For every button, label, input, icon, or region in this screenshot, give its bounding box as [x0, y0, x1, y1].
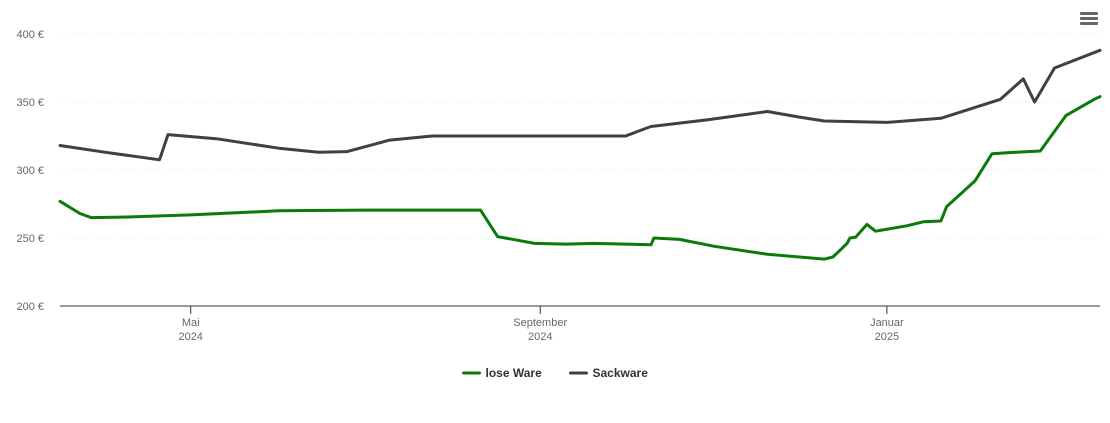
legend: lose Ware Sackware — [462, 366, 649, 380]
y-tick-label: 400 € — [16, 29, 44, 41]
grid-lines — [60, 33, 1100, 239]
x-tick-label-month: Mai — [182, 317, 200, 329]
chart-menu-icon[interactable] — [1080, 12, 1098, 28]
x-tick-label-year: 2024 — [528, 331, 552, 343]
series-lines — [58, 48, 1102, 261]
x-tick-label-month: September — [513, 317, 567, 329]
axes: 200 € 250 € 300 € 350 € 400 € Mai 2024 Septembe… — [16, 29, 1100, 343]
x-tick-label-month: Januar — [870, 317, 904, 329]
legend-label: lose Ware — [486, 366, 543, 380]
legend-label: Sackware — [593, 366, 649, 380]
series-line-1 — [58, 48, 1102, 162]
x-tick-label-year: 2025 — [875, 331, 899, 343]
legend-item-0[interactable]: lose Ware — [462, 366, 543, 380]
legend-item-1[interactable]: Sackware — [569, 366, 649, 380]
y-tick-label: 250 € — [16, 233, 44, 245]
y-tick-label: 200 € — [16, 301, 44, 313]
y-tick-label: 300 € — [16, 165, 44, 177]
x-tick-label-year: 2024 — [178, 331, 202, 343]
y-tick-label: 350 € — [16, 97, 44, 109]
series-line-0 — [58, 95, 1102, 261]
